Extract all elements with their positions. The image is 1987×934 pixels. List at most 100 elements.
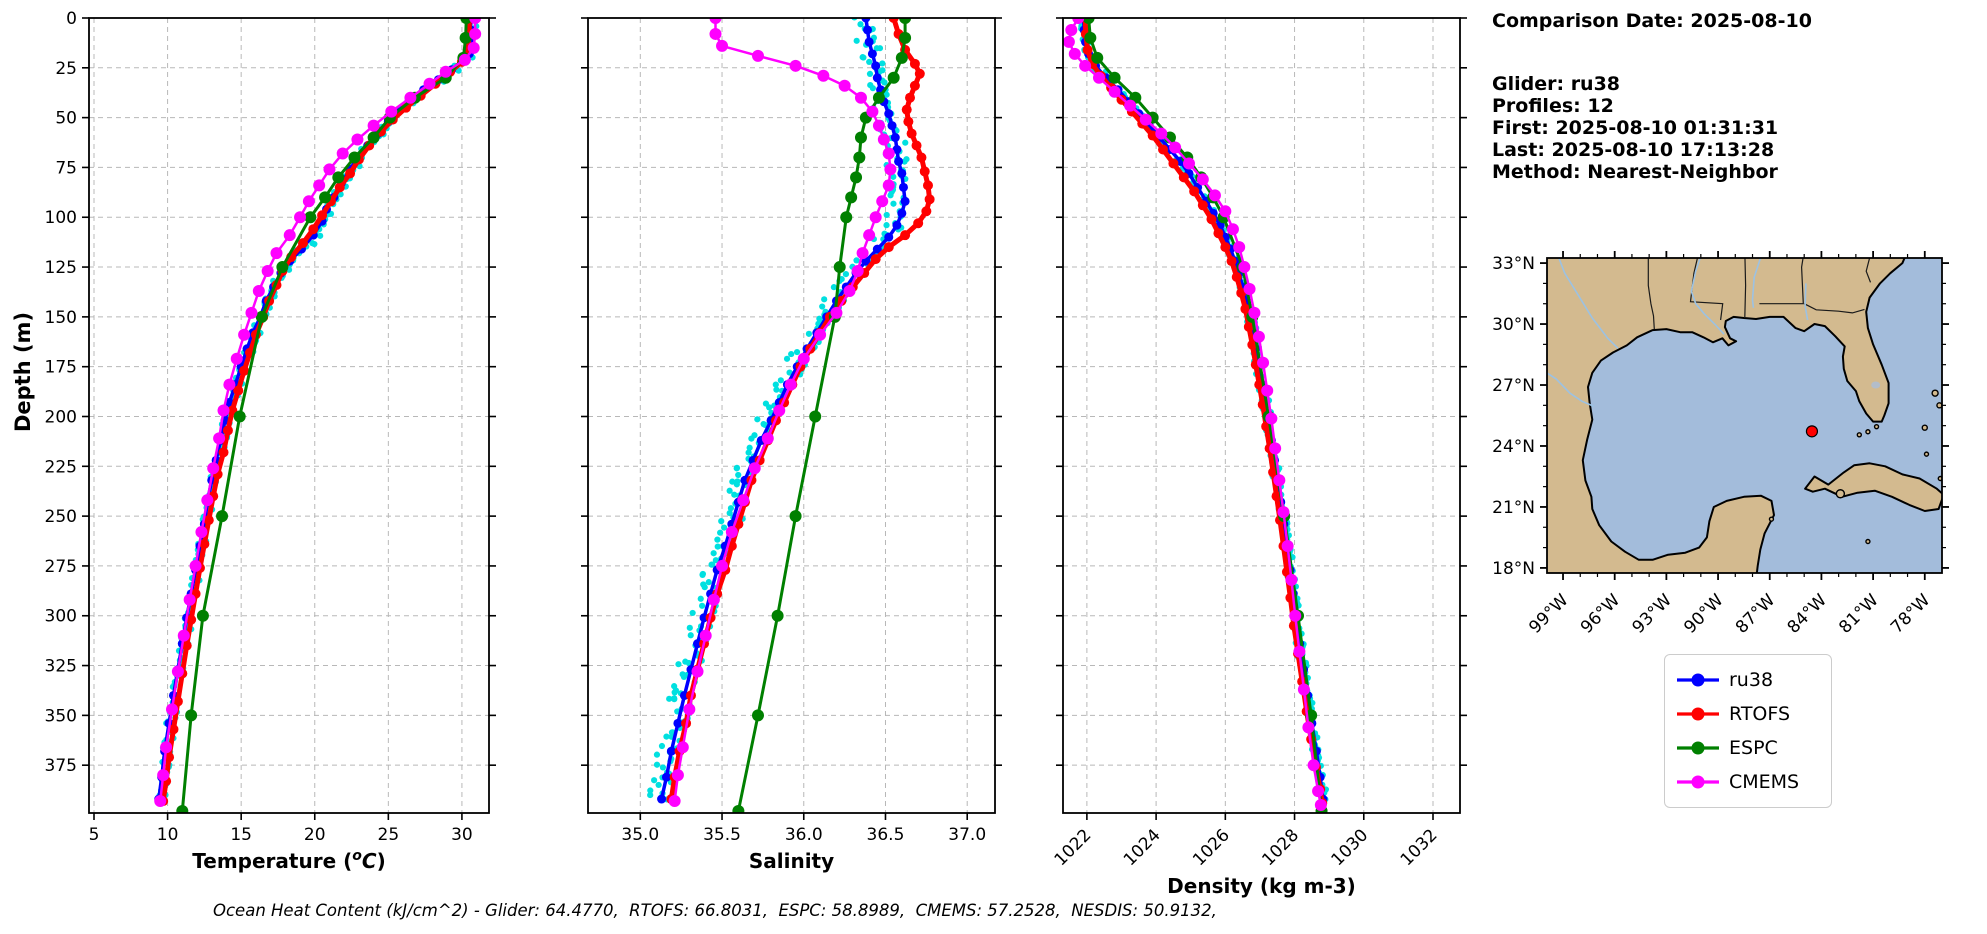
plot-area [1063,18,1329,813]
series-marker-CMEMS [467,41,480,54]
series-marker-CMEMS [668,795,681,808]
series-marker-CMEMS [1252,330,1265,343]
plot-area [154,18,482,813]
series-marker-ESPC [185,709,198,722]
legend-label: RTOFS [1729,703,1791,725]
glider-raw-scatter [733,481,740,488]
plot-area [647,18,935,813]
glider-raw-scatter [754,416,761,423]
x-axis-label: Salinity [749,849,834,873]
series-line-CMEMS [1067,18,1323,806]
glider-raw-scatter [901,158,908,165]
x-tick-label: 1024 [1120,825,1165,870]
series-marker-RTOFS [1240,303,1251,314]
glider-raw-scatter [699,570,706,578]
series-marker-ESPC [872,91,885,104]
series-marker-ru38 [897,168,907,178]
axes-frame [88,17,490,814]
series-marker-ru38 [892,145,902,155]
series-marker-ru38 [661,772,671,782]
series-marker-CMEMS [302,195,315,208]
glider-raw-scatter [793,348,801,356]
series-marker-RTOFS [1271,491,1282,502]
series-marker-CMEMS [751,49,764,62]
series-marker-RTOFS [181,640,192,651]
series-marker-ESPC [853,151,866,164]
series-marker-ESPC [854,131,867,144]
legend-box: ru38 RTOFS ESPC CMEMS [1664,654,1832,808]
series-marker-CMEMS [683,703,696,716]
glider-raw-scatter [746,444,753,451]
glider-raw-scatter [658,742,666,750]
y-tick-label: 25 [55,59,77,79]
series-marker-ESPC [771,609,784,622]
series-marker-CMEMS [691,665,704,678]
series-marker-CMEMS [439,65,452,78]
series-marker-CMEMS [814,328,827,341]
series-marker-CMEMS [1297,683,1310,696]
series-marker-ru38 [861,18,871,23]
series-marker-CMEMS [189,559,202,572]
series-marker-ESPC [255,310,268,323]
glider-raw-scatter [701,584,708,591]
legend-item-cmems: CMEMS [1675,765,1821,799]
series-marker-ESPC [332,171,345,184]
glider-raw-scatter [714,543,721,550]
map-state-border [1803,303,1865,314]
chart-1: 5 10 15 20 25 3002550751001251501752002252502… [45,9,496,873]
glider-raw-scatter [709,561,716,568]
series-marker-CMEMS [707,593,720,606]
series-marker-RTOFS [317,210,328,221]
series-marker-RTOFS [1189,186,1200,197]
glider-raw-scatter [721,524,728,531]
glider-raw-scatter [830,284,837,291]
series-marker-CMEMS [1063,35,1075,48]
glider-raw-scatter [890,173,897,180]
y-tick-label: 275 [45,557,77,577]
series-marker-CMEMS [716,39,729,52]
glider-raw-scatter [686,624,693,631]
series-marker-CMEMS [261,265,274,278]
map-lake-okeechobee [1871,381,1881,389]
series-marker-ru38 [872,244,882,254]
glider-location-marker [1805,425,1819,438]
series-marker-RTOFS [909,80,920,91]
map-island [1923,451,1930,457]
series-marker-CMEMS [884,163,897,176]
x-tick-label: 1026 [1189,825,1234,870]
series-marker-CMEMS [709,18,722,24]
series-marker-CMEMS [1108,85,1121,98]
map-y-tick-label: 21°N [1492,498,1535,518]
series-marker-CMEMS [1269,442,1282,455]
series-marker-ru38 [673,718,683,728]
series-marker-ru38 [884,109,894,119]
series-marker-CMEMS [201,494,214,507]
series-marker-ESPC [840,211,853,224]
series-marker-RTOFS [883,242,894,253]
map-island [1835,489,1846,499]
series-marker-ESPC [833,261,846,274]
series-marker-ru38 [890,133,900,143]
series-marker-ESPC [809,410,822,423]
map-y-tick-label: 24°N [1492,437,1535,457]
glider-raw-scatter [712,557,719,564]
glider-raw-scatter [859,54,866,61]
series-marker-CMEMS [367,119,380,132]
glider-raw-scatter [887,192,894,199]
map-state-border [1744,258,1747,319]
map-island [1931,389,1939,397]
glider-name-text: Glider: ru38 [1492,73,1621,95]
map-river [1804,283,1809,321]
glider-raw-scatter [317,232,324,239]
series-marker-CMEMS [1289,609,1302,622]
map-x-tick-label: 96°W [1577,590,1624,637]
series-marker-ESPC [751,709,764,722]
series-marker-CMEMS [1312,785,1325,798]
legend-dot [1691,673,1705,687]
series-marker-CMEMS [1155,127,1168,140]
map-island [1768,516,1775,522]
map-y-tick-label: 27°N [1492,376,1535,396]
series-marker-CMEMS [671,769,684,782]
glider-raw-scatter [745,449,752,456]
series-marker-CMEMS [1307,759,1320,772]
